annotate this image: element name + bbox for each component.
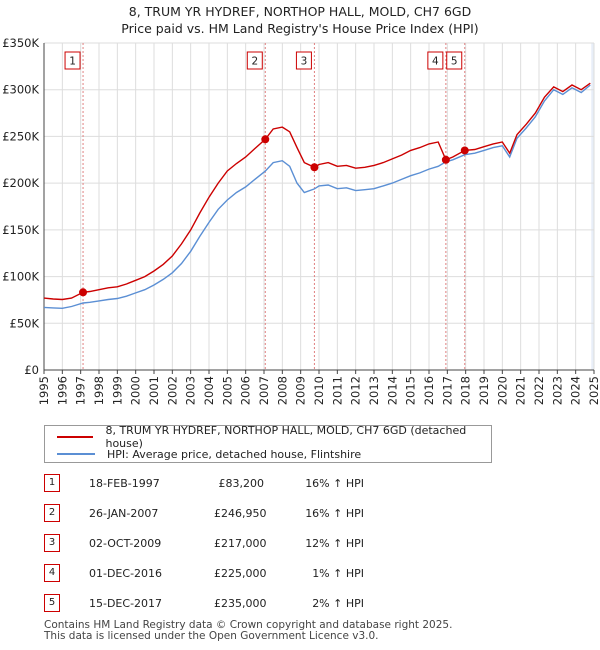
- transaction-badge: 4: [44, 564, 60, 582]
- transaction-price: £235,000: [214, 597, 267, 610]
- chart-title: 8, TRUM YR HYDREF, NORTHOP HALL, MOLD, C…: [129, 4, 471, 19]
- future-shade: [591, 43, 594, 370]
- transaction-date: 01-DEC-2016: [89, 567, 163, 580]
- x-tick-label: 2005: [220, 376, 234, 405]
- legend-item-hpi: HPI: Average price, detached house, Flin…: [57, 446, 361, 462]
- x-tick-label: 2000: [129, 376, 143, 405]
- transaction-label: 3: [301, 56, 308, 68]
- transaction-point: [79, 288, 88, 297]
- x-tick-label: 2017: [440, 376, 454, 405]
- transaction-badge: 2: [44, 504, 60, 522]
- x-tick-label: 2020: [495, 376, 509, 405]
- x-tick-label: 2025: [587, 376, 600, 405]
- footer-licence: This data is licensed under the Open Gov…: [44, 630, 379, 642]
- y-tick-label: £50K: [10, 316, 40, 330]
- x-tick-label: 2002: [165, 376, 179, 405]
- footer-copyright: Contains HM Land Registry data © Crown c…: [44, 619, 453, 631]
- footer: Contains HM Land Registry data © Crown c…: [44, 620, 452, 642]
- x-tick-label: 2021: [514, 376, 528, 405]
- legend-swatch-property: [57, 436, 94, 438]
- x-tick-label: 2022: [532, 376, 546, 405]
- x-tick-label: 2003: [184, 376, 198, 405]
- transaction-date: 26-JAN-2007: [89, 507, 159, 520]
- y-tick-label: £200K: [2, 176, 39, 190]
- transaction-label-box: [64, 51, 81, 70]
- x-tick-label: 2004: [202, 376, 216, 405]
- transaction-date: 02-OCT-2009: [89, 537, 162, 550]
- x-tick-label: 2018: [459, 376, 473, 405]
- transaction-price: £246,950: [214, 507, 267, 520]
- x-tick-label: 2015: [404, 376, 418, 405]
- x-tick-label: 2009: [294, 376, 308, 405]
- x-tick-label: 2010: [312, 376, 326, 405]
- transaction-hpi: 12% ↑ HPI: [305, 537, 364, 550]
- x-tick-label: 2008: [275, 376, 289, 405]
- x-tick-label: 1998: [92, 376, 106, 405]
- transaction-label-box: [295, 51, 312, 70]
- transaction-price: £217,000: [214, 537, 267, 550]
- transaction-point: [441, 155, 450, 164]
- legend: 8, TRUM YR HYDREF, NORTHOP HALL, MOLD, C…: [44, 424, 492, 463]
- hpi-series-line: [43, 84, 591, 310]
- legend-swatch-hpi: [57, 453, 95, 455]
- transaction-label: 5: [451, 56, 458, 68]
- x-tick-label: 2013: [367, 376, 381, 405]
- transaction-point: [460, 146, 469, 155]
- transaction-price: £83,200: [218, 477, 265, 490]
- transaction-hpi: 16% ↑ HPI: [305, 477, 364, 490]
- legend-label-property: 8, TRUM YR HYDREF, NORTHOP HALL, MOLD, C…: [105, 424, 467, 450]
- table-row: 4 01-DEC-2016 £225,000 1% ↑ HPI: [44, 564, 444, 584]
- chart-subtitle: Price paid vs. HM Land Registry's House …: [121, 21, 478, 36]
- x-tick-label: 2012: [349, 376, 363, 405]
- transaction-point: [310, 163, 319, 172]
- transaction-label-box: [446, 51, 463, 70]
- transaction-badge: 3: [44, 534, 60, 552]
- table-row: 2 26-JAN-2007 £246,950 16% ↑ HPI: [44, 504, 444, 524]
- transaction-label-box: [246, 51, 263, 70]
- transaction-label: 2: [251, 56, 258, 68]
- y-tick-label: £300K: [2, 83, 39, 97]
- table-row: 1 18-FEB-1997 £83,200 16% ↑ HPI: [44, 474, 444, 494]
- y-tick-label: £350K: [2, 36, 39, 50]
- transaction-label: 4: [432, 56, 439, 68]
- transaction-label-box: [427, 51, 444, 70]
- x-tick-label: 2023: [550, 376, 564, 405]
- y-tick-label: £150K: [2, 223, 39, 237]
- y-tick-label: £250K: [2, 129, 39, 143]
- transaction-badge: 5: [44, 594, 60, 612]
- table-row: 5 15-DEC-2017 £235,000 2% ↑ HPI: [44, 594, 444, 614]
- x-tick-label: 2014: [385, 376, 399, 405]
- transaction-hpi: 16% ↑ HPI: [305, 507, 364, 520]
- x-tick-label: 2024: [569, 376, 583, 405]
- x-tick-label: 2006: [239, 376, 253, 405]
- transaction-label: 1: [69, 56, 76, 68]
- legend-label-hpi: HPI: Average price, detached house, Flin…: [107, 447, 362, 461]
- y-tick-label: £100K: [2, 270, 39, 284]
- legend-item-property: 8, TRUM YR HYDREF, NORTHOP HALL, MOLD, C…: [57, 424, 491, 450]
- x-tick-label: 1996: [55, 376, 69, 405]
- transaction-point: [261, 135, 270, 144]
- transaction-date: 18-FEB-1997: [89, 477, 160, 490]
- x-tick-label: 2019: [477, 376, 491, 405]
- x-tick-label: 2016: [422, 376, 436, 405]
- x-tick-label: 2007: [257, 376, 271, 405]
- x-tick-label: 2011: [330, 376, 344, 405]
- y-tick-label: £0: [24, 363, 39, 377]
- price-chart: 8, TRUM YR HYDREF, NORTHOP HALL, MOLD, C…: [2, 4, 600, 405]
- table-row: 3 02-OCT-2009 £217,000 12% ↑ HPI: [44, 534, 444, 554]
- x-tick-label: 2001: [147, 376, 161, 405]
- transaction-date: 15-DEC-2017: [89, 597, 163, 610]
- transaction-hpi: 2% ↑ HPI: [312, 597, 364, 610]
- x-tick-label: 1995: [37, 376, 51, 405]
- transaction-price: £225,000: [214, 567, 267, 580]
- transaction-hpi: 1% ↑ HPI: [312, 567, 364, 580]
- x-tick-label: 1999: [110, 376, 124, 405]
- x-tick-label: 1997: [74, 376, 88, 405]
- transaction-badge: 1: [44, 474, 60, 492]
